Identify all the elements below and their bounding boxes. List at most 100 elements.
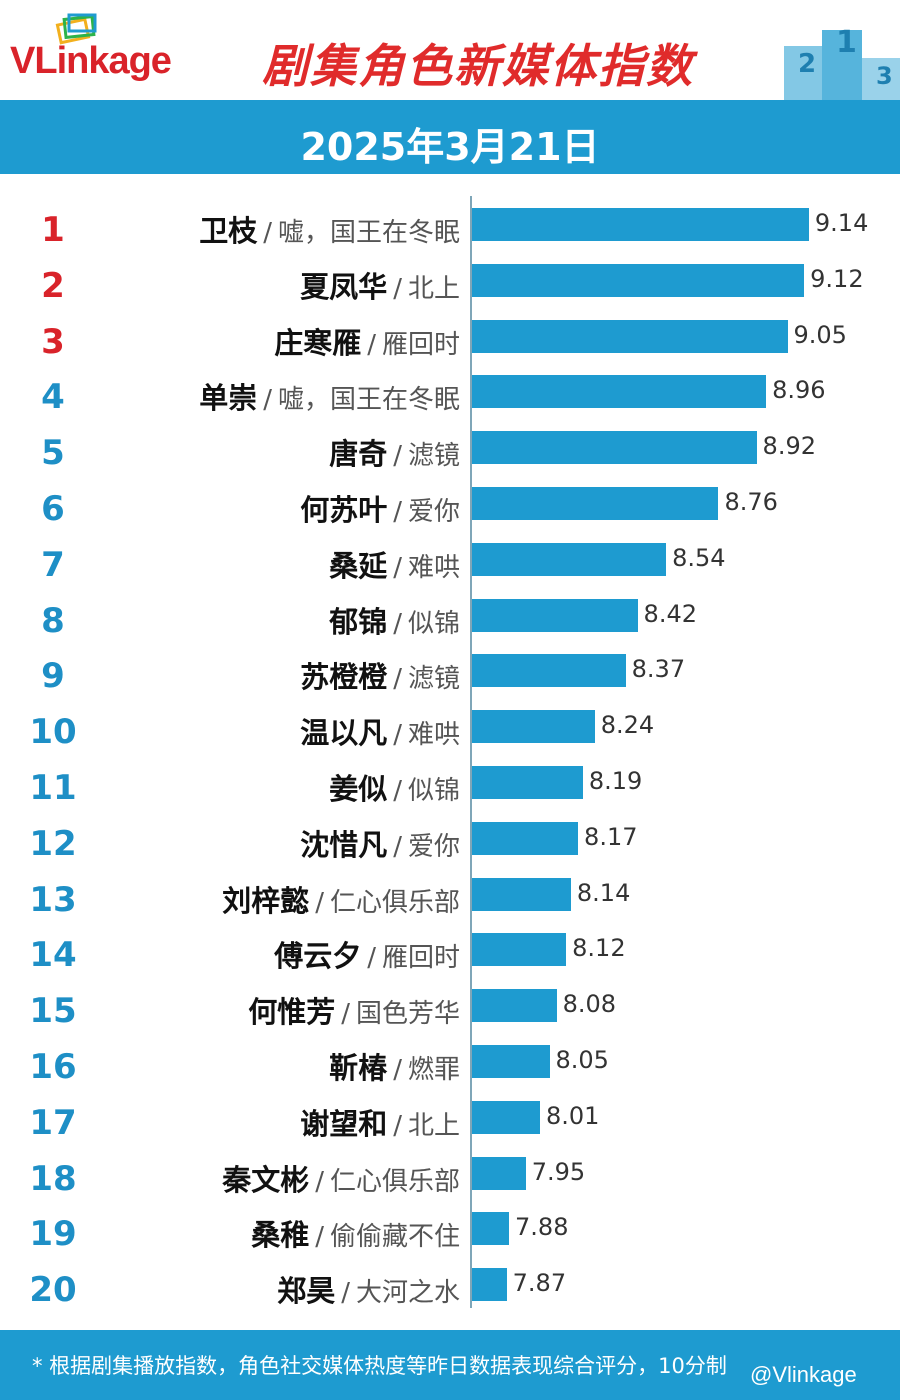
- rank-number: 13: [29, 879, 77, 920]
- value-label: 8.05: [555, 1046, 609, 1074]
- category-label: 桑稚 / 偷偷藏不住: [251, 1212, 460, 1254]
- character-name: 何惟芳: [248, 995, 336, 1030]
- rank-number: 14: [29, 935, 77, 976]
- category-label: 何惟芳 / 国色芳华: [248, 989, 460, 1031]
- rank-number: 4: [41, 377, 65, 418]
- chart-row: 16 靳椿 / 燃罪 8.05: [0, 1037, 900, 1093]
- rank-number: 20: [29, 1270, 77, 1311]
- category-label: 何苏叶 / 爱你: [300, 487, 460, 529]
- category-label: 秦文彬 / 仁心俱乐部: [222, 1157, 460, 1199]
- watermark: @Vlinkage: [750, 1362, 857, 1387]
- rank-number: 7: [41, 544, 65, 585]
- show-title: 北上: [407, 1110, 460, 1141]
- rank-number: 10: [29, 712, 77, 753]
- chart-row: 5 唐奇 / 滤镜 8.92: [0, 423, 900, 479]
- category-label: 夏凤华 / 北上: [300, 264, 460, 306]
- logo: VLinkage: [10, 40, 172, 83]
- category-label: 郁锦 / 似锦: [329, 599, 460, 641]
- category-label: 傅云夕 / 雁回时: [274, 933, 460, 975]
- separator: /: [393, 776, 402, 806]
- logo-vl: VL: [10, 40, 58, 82]
- separator: /: [341, 1278, 350, 1309]
- character-name: 夏凤华: [300, 269, 388, 304]
- bar: [472, 598, 638, 632]
- separator: /: [263, 218, 272, 248]
- show-title: 北上: [407, 273, 460, 304]
- show-title: 仁心俱乐部: [329, 1166, 460, 1197]
- category-label: 姜似 / 似锦: [329, 766, 460, 808]
- category-label: 桑延 / 难哄: [329, 543, 460, 585]
- chart-row: 20 郑昊 / 大河之水 7.87: [0, 1260, 900, 1316]
- rank-number: 3: [41, 321, 65, 362]
- chart-row: 1 卫枝 / 嘘，国王在冬眠 9.14: [0, 200, 900, 256]
- value-label: 8.96: [772, 376, 826, 405]
- separator: /: [341, 999, 350, 1030]
- character-name: 庄寒雁: [274, 325, 362, 360]
- show-title: 难哄: [407, 720, 460, 751]
- rank-number: 12: [29, 823, 77, 864]
- rank-number: 8: [41, 600, 65, 641]
- character-name: 郁锦: [329, 604, 388, 639]
- bar: [472, 1045, 550, 1078]
- bar: [472, 208, 809, 241]
- separator: /: [315, 887, 324, 918]
- chart-row: 10 温以凡 / 难哄 8.24: [0, 702, 900, 758]
- character-name: 桑稚: [251, 1218, 310, 1253]
- character-name: 姜似: [329, 772, 388, 806]
- podium-icon: 2 1 3: [784, 25, 900, 100]
- chart-row: 15 何惟芳 / 国色芳华 8.08: [0, 981, 900, 1037]
- chart-row: 12 沈惜凡 / 爱你 8.17: [0, 814, 900, 870]
- character-name: 卫枝: [199, 214, 258, 248]
- date-band: [0, 100, 900, 174]
- value-label: 7.95: [531, 1157, 586, 1186]
- character-name: 单崇: [199, 381, 258, 416]
- value-label: 7.87: [512, 1269, 567, 1298]
- show-title: 难哄: [407, 552, 460, 583]
- rank-number: 9: [41, 656, 65, 697]
- chart-row: 13 刘梓懿 / 仁心俱乐部 8.14: [0, 870, 900, 926]
- separator: /: [367, 329, 376, 360]
- show-title: 爱你: [407, 497, 460, 527]
- rank-number: 2: [41, 265, 65, 306]
- rank-number: 11: [29, 768, 77, 808]
- bar: [472, 542, 667, 576]
- bar: [472, 263, 805, 297]
- show-title: 国色芳华: [355, 999, 460, 1030]
- chart-row: 14 傅云夕 / 雁回时 8.12: [0, 925, 900, 981]
- chart-row: 19 桑稚 / 偷偷藏不住 7.88: [0, 1204, 900, 1260]
- bar: [472, 654, 626, 688]
- show-title: 滤镜: [407, 664, 460, 695]
- value-label: 8.14: [576, 878, 631, 907]
- show-title: 偷偷藏不住: [329, 1222, 460, 1253]
- bar: [472, 431, 757, 465]
- character-name: 郑昊: [277, 1274, 336, 1309]
- separator: /: [393, 720, 402, 751]
- show-title: 雁回时: [381, 943, 460, 974]
- axis-line: [470, 196, 472, 1308]
- bar: [472, 877, 571, 911]
- separator: /: [367, 943, 376, 974]
- separator: /: [393, 273, 402, 304]
- svg-text:3: 3: [876, 62, 893, 90]
- rank-number: 17: [29, 1102, 77, 1143]
- separator: /: [393, 497, 402, 527]
- character-name: 傅云夕: [274, 939, 362, 974]
- svg-text:1: 1: [836, 25, 857, 60]
- character-name: 桑延: [329, 548, 388, 583]
- chart-row: 3 庄寒雁 / 雁回时 9.05: [0, 312, 900, 368]
- chart-row: 18 秦文彬 / 仁心俱乐部 7.95: [0, 1149, 900, 1205]
- category-label: 郑昊 / 大河之水: [277, 1268, 460, 1310]
- separator: /: [263, 385, 272, 416]
- show-title: 嘘，国王在冬眠: [277, 218, 460, 248]
- rank-number: 15: [29, 991, 77, 1032]
- value-label: 8.08: [562, 990, 617, 1019]
- value-label: 8.76: [724, 488, 778, 516]
- character-name: 苏橙橙: [300, 660, 388, 695]
- separator: /: [393, 831, 402, 862]
- category-label: 唐奇 / 滤镜: [329, 431, 460, 473]
- header: VLinkage 剧集角色新媒体指数 2 1 3: [0, 0, 900, 100]
- show-title: 爱你: [407, 831, 460, 862]
- value-label: 8.01: [545, 1101, 600, 1130]
- separator: /: [393, 664, 402, 695]
- value-label: 8.12: [572, 934, 626, 963]
